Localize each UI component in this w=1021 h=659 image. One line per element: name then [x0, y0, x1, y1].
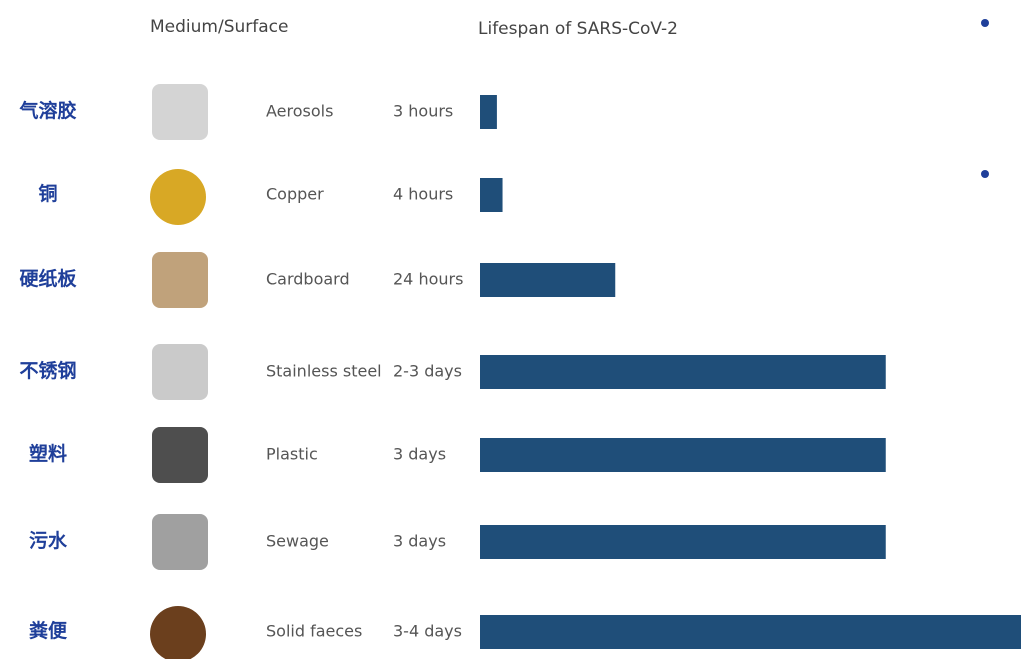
icon — [152, 514, 208, 570]
bar — [480, 95, 497, 129]
category-label: Sewage — [266, 532, 329, 551]
icon — [152, 344, 208, 400]
chinese-label: 铜 — [38, 182, 57, 205]
icon — [150, 606, 206, 659]
icon — [152, 84, 208, 140]
category-label: Plastic — [266, 445, 318, 464]
value-label: 3 days — [393, 445, 446, 464]
icon — [152, 252, 208, 308]
bullet — [981, 170, 989, 178]
bar — [480, 178, 503, 212]
category-label: Solid faeces — [266, 622, 362, 641]
chinese-label: 气溶胶 — [18, 99, 76, 122]
category-label: Aerosols — [266, 102, 333, 121]
chinese-label: 污水 — [29, 530, 68, 552]
value-label: 2-3 days — [393, 362, 462, 381]
chinese-label: 塑料 — [29, 442, 67, 465]
value-label: 3 hours — [393, 102, 453, 121]
bar — [480, 355, 886, 389]
header-left: Medium/Surface — [150, 17, 288, 37]
icon — [152, 427, 208, 483]
header-right: Lifespan of SARS-CoV-2 — [478, 19, 678, 39]
bar — [480, 263, 616, 297]
bar — [480, 525, 886, 559]
icon — [150, 169, 206, 225]
chinese-label: 不锈钢 — [19, 360, 76, 382]
chinese-label: 粪便 — [29, 619, 68, 642]
category-label: Cardboard — [266, 270, 350, 289]
value-label: 3 days — [393, 532, 446, 551]
bar — [480, 615, 1021, 649]
value-label: 3-4 days — [393, 622, 462, 641]
value-label: 4 hours — [393, 185, 453, 204]
category-label: Stainless steel — [266, 362, 382, 381]
bar — [480, 438, 886, 472]
bullet — [981, 19, 989, 27]
chinese-label: 硬纸板 — [19, 267, 77, 290]
category-label: Copper — [266, 185, 324, 204]
value-label: 24 hours — [393, 270, 463, 289]
